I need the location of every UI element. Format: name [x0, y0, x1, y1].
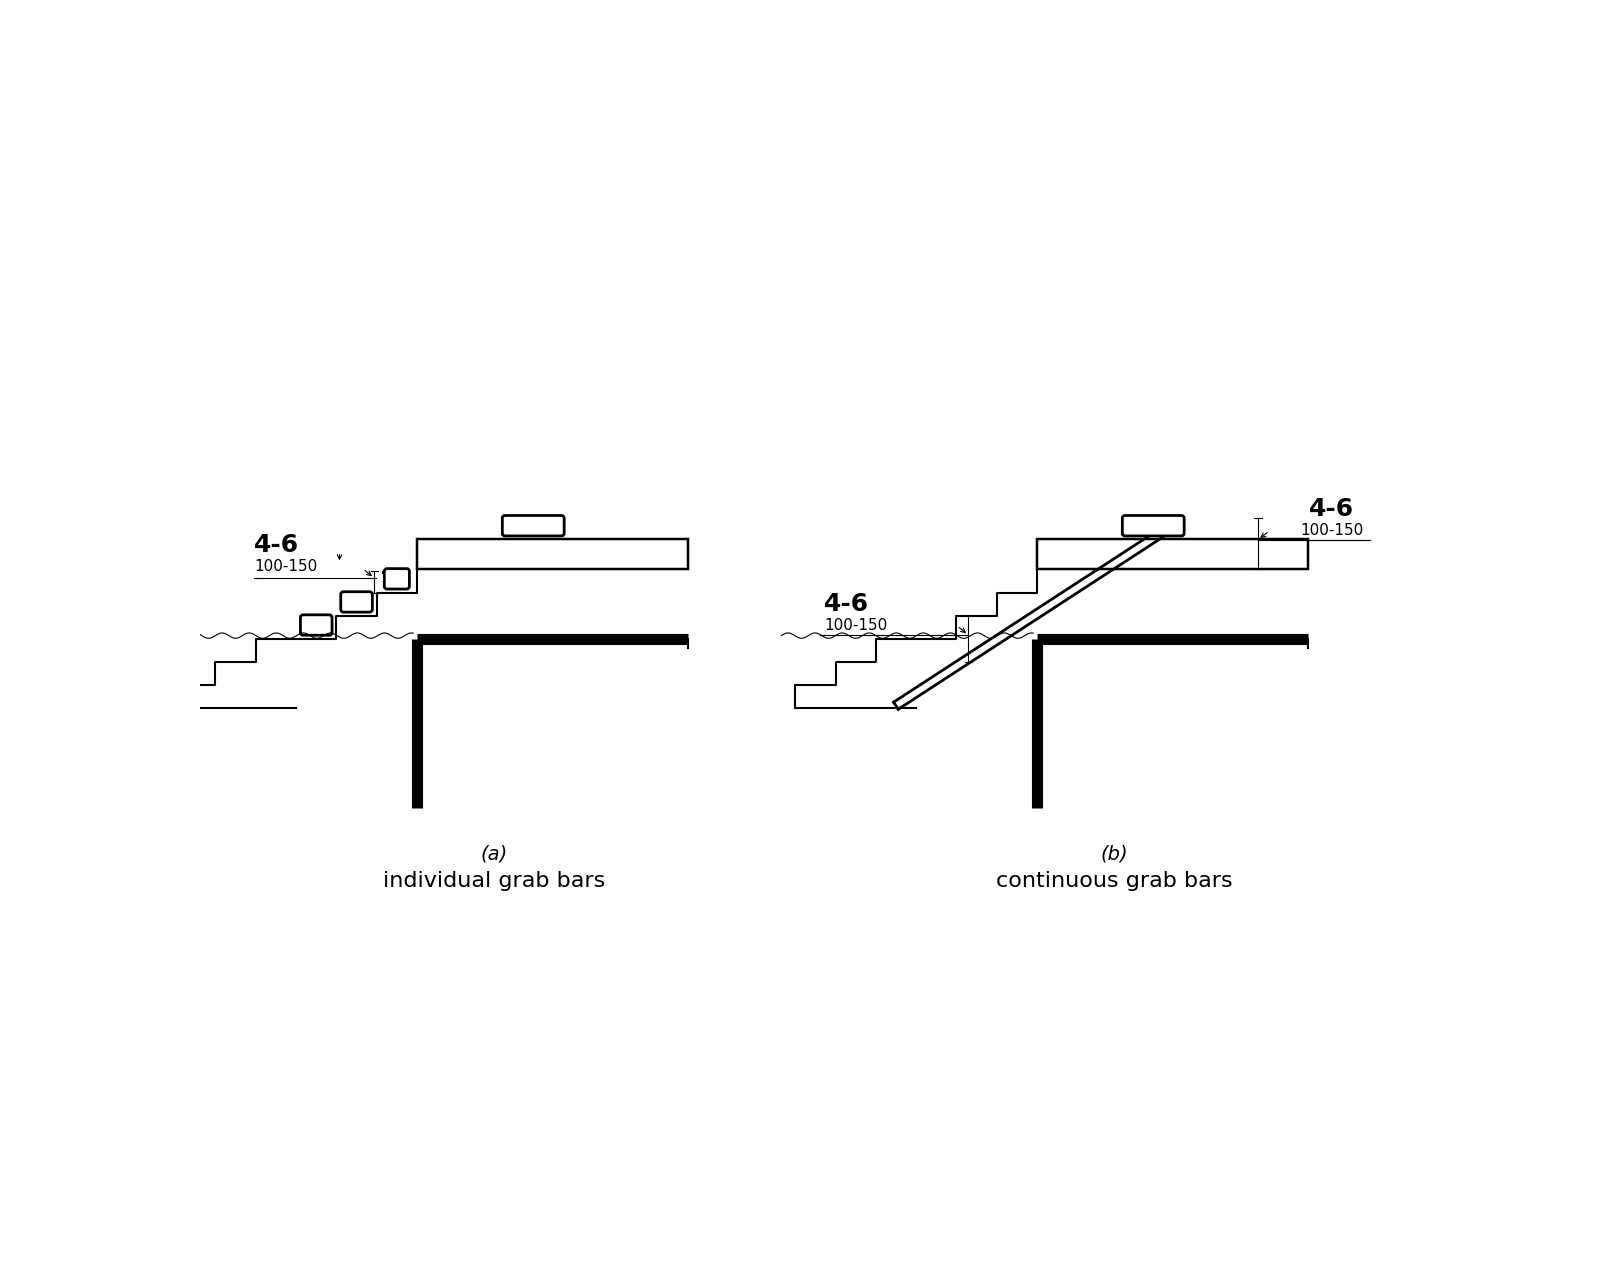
FancyBboxPatch shape [1122, 516, 1184, 536]
Text: 100-150: 100-150 [254, 559, 317, 575]
Polygon shape [917, 570, 1037, 639]
FancyBboxPatch shape [384, 568, 410, 589]
Text: 100-150: 100-150 [1299, 524, 1363, 539]
Bar [418, 539, 688, 570]
Text: 100-150: 100-150 [824, 618, 886, 634]
Text: 4-6: 4-6 [824, 591, 869, 616]
Text: (a): (a) [482, 845, 509, 864]
FancyBboxPatch shape [301, 614, 333, 635]
FancyBboxPatch shape [502, 516, 565, 536]
Text: continuous grab bars: continuous grab bars [997, 872, 1234, 891]
Text: 4-6: 4-6 [254, 532, 299, 557]
Polygon shape [296, 570, 418, 639]
Text: 4-6: 4-6 [1309, 497, 1354, 521]
Text: (b): (b) [1101, 845, 1128, 864]
Polygon shape [176, 639, 296, 708]
Bar [1037, 539, 1309, 570]
Polygon shape [795, 639, 917, 708]
FancyBboxPatch shape [341, 591, 373, 612]
Text: individual grab bars: individual grab bars [384, 872, 606, 891]
